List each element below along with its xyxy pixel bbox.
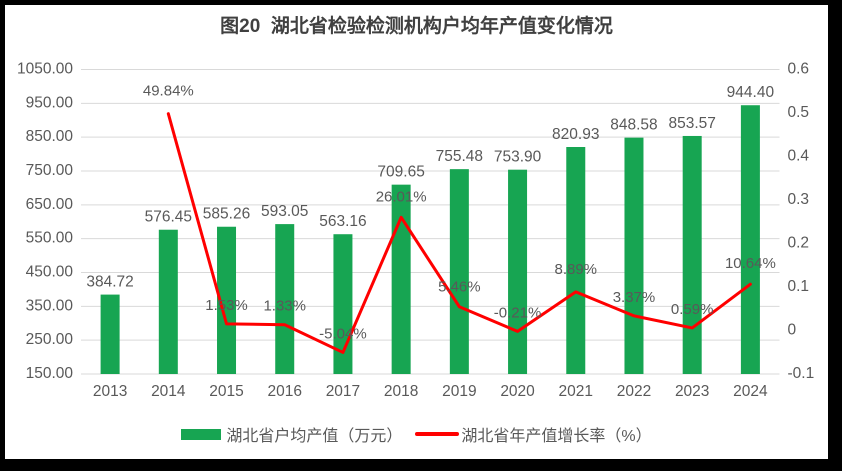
svg-text:2023: 2023 <box>675 383 709 400</box>
svg-text:384.72: 384.72 <box>86 274 133 291</box>
svg-text:1.33%: 1.33% <box>263 298 306 315</box>
svg-text:820.93: 820.93 <box>552 126 599 143</box>
svg-text:944.40: 944.40 <box>727 84 775 101</box>
svg-text:1050.00: 1050.00 <box>17 61 73 78</box>
svg-text:5.46%: 5.46% <box>438 279 481 296</box>
svg-text:0: 0 <box>788 322 797 339</box>
svg-text:2018: 2018 <box>384 383 418 400</box>
svg-text:0.3: 0.3 <box>788 191 810 208</box>
svg-text:950.00: 950.00 <box>26 94 74 111</box>
svg-text:0.6: 0.6 <box>788 61 810 78</box>
svg-text:853.57: 853.57 <box>668 115 715 132</box>
svg-text:2022: 2022 <box>617 383 651 400</box>
svg-text:450.00: 450.00 <box>26 264 74 281</box>
svg-text:848.58: 848.58 <box>610 117 657 134</box>
svg-text:850.00: 850.00 <box>26 128 74 145</box>
svg-text:2024: 2024 <box>733 383 768 400</box>
svg-text:-0.21%: -0.21% <box>494 304 542 321</box>
svg-text:350.00: 350.00 <box>26 297 74 314</box>
svg-text:2019: 2019 <box>442 383 476 400</box>
svg-text:3.37%: 3.37% <box>613 289 656 306</box>
svg-text:585.26: 585.26 <box>203 206 250 223</box>
svg-text:0.5: 0.5 <box>788 104 810 121</box>
svg-text:2021: 2021 <box>559 383 593 400</box>
svg-text:563.16: 563.16 <box>319 213 366 230</box>
svg-text:0.1: 0.1 <box>788 278 810 295</box>
svg-text:2015: 2015 <box>209 383 243 400</box>
svg-text:709.65: 709.65 <box>377 164 424 181</box>
svg-text:2016: 2016 <box>267 383 301 400</box>
svg-text:250.00: 250.00 <box>26 331 74 348</box>
svg-text:49.84%: 49.84% <box>143 83 194 100</box>
svg-text:8.89%: 8.89% <box>554 261 597 278</box>
svg-text:750.00: 750.00 <box>26 162 74 179</box>
svg-text:2013: 2013 <box>93 383 127 400</box>
svg-text:2014: 2014 <box>151 383 186 400</box>
svg-text:150.00: 150.00 <box>26 365 74 382</box>
svg-text:0.4: 0.4 <box>788 148 810 165</box>
svg-text:0.2: 0.2 <box>788 235 810 252</box>
svg-text:753.90: 753.90 <box>494 149 542 166</box>
svg-text:576.45: 576.45 <box>145 209 192 226</box>
svg-text:2017: 2017 <box>326 383 360 400</box>
svg-text:593.05: 593.05 <box>261 203 308 220</box>
svg-text:550.00: 550.00 <box>26 230 74 247</box>
svg-text:2020: 2020 <box>500 383 535 400</box>
svg-text:-0.1: -0.1 <box>788 365 815 382</box>
svg-text:10.64%: 10.64% <box>725 255 776 272</box>
svg-text:650.00: 650.00 <box>26 196 74 213</box>
svg-text:-5.04%: -5.04% <box>319 325 367 342</box>
svg-text:0.59%: 0.59% <box>671 301 714 318</box>
svg-text:1.53%: 1.53% <box>205 297 248 314</box>
svg-text:26.01%: 26.01% <box>376 188 427 205</box>
svg-text:755.48: 755.48 <box>436 148 483 165</box>
